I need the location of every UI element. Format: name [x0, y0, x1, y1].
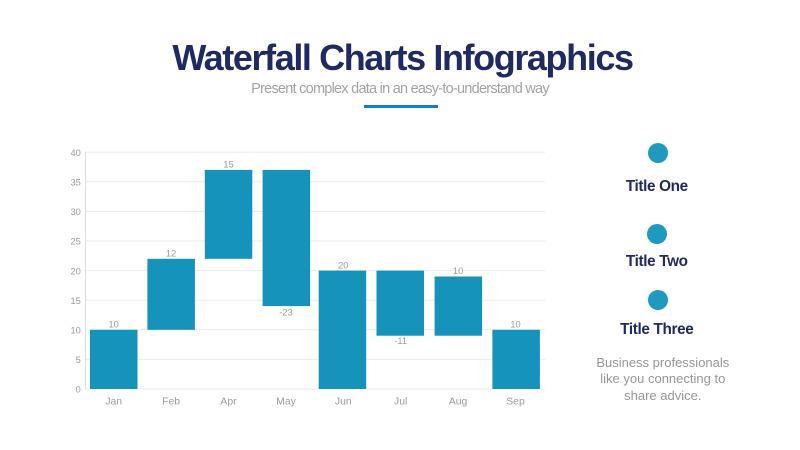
svg-text:Feb: Feb — [162, 397, 180, 408]
svg-text:5: 5 — [76, 355, 81, 365]
svg-text:10: 10 — [109, 320, 119, 330]
svg-text:30: 30 — [70, 207, 80, 217]
svg-text:10: 10 — [453, 266, 463, 276]
svg-text:25: 25 — [70, 237, 80, 247]
svg-text:Apr: Apr — [220, 397, 237, 408]
svg-text:Sep: Sep — [506, 397, 525, 408]
svg-text:Jul: Jul — [394, 397, 407, 408]
svg-text:0: 0 — [76, 385, 81, 395]
svg-text:-23: -23 — [279, 307, 292, 317]
svg-text:15: 15 — [223, 160, 233, 170]
svg-text:10: 10 — [70, 326, 80, 336]
svg-text:-11: -11 — [394, 336, 407, 346]
svg-text:10: 10 — [510, 320, 520, 330]
svg-text:15: 15 — [70, 296, 80, 306]
svg-text:May: May — [276, 397, 296, 408]
svg-text:20: 20 — [70, 266, 80, 276]
svg-text:12: 12 — [166, 249, 176, 259]
svg-text:Jan: Jan — [105, 397, 122, 408]
svg-text:35: 35 — [70, 178, 80, 188]
svg-text:Jun: Jun — [335, 397, 352, 408]
svg-text:Aug: Aug — [449, 397, 468, 408]
svg-text:20: 20 — [338, 260, 348, 270]
svg-text:40: 40 — [70, 148, 80, 158]
